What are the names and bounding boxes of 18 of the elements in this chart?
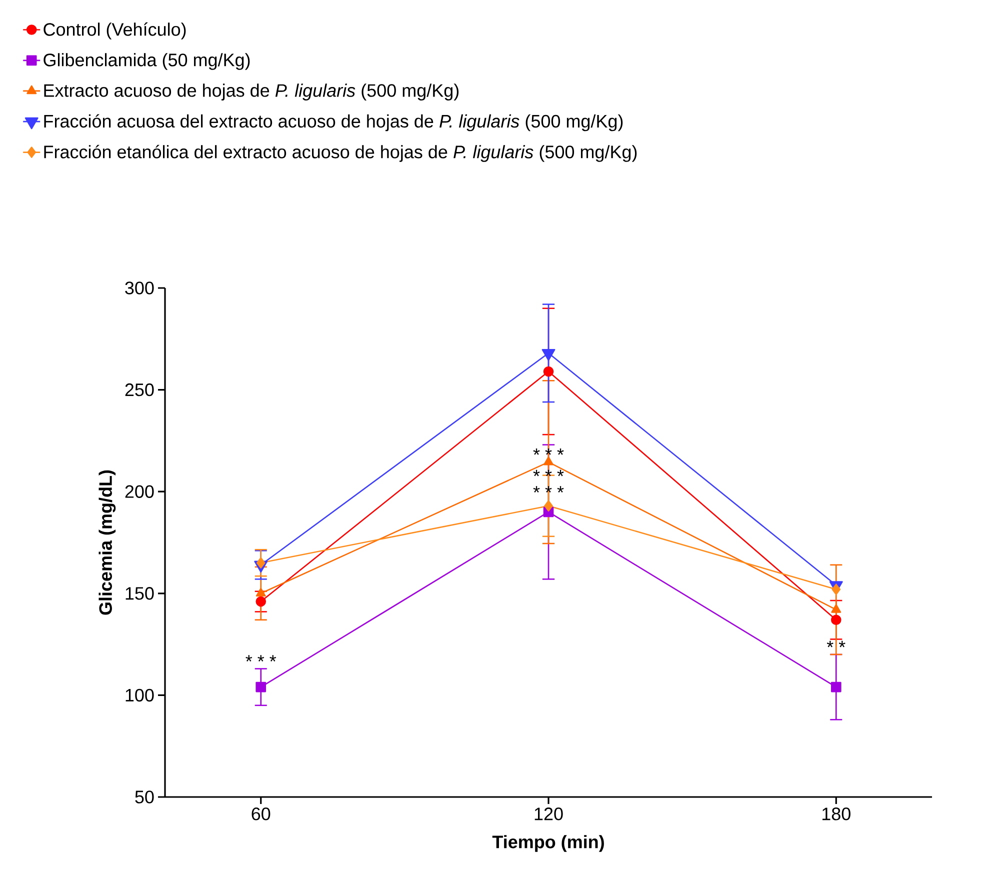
legend-label: Glibenclamida (50 mg/Kg) <box>44 53 250 70</box>
y-axis-title: Glicemia (mg/dL) <box>98 470 116 615</box>
annotation: * * * <box>246 655 276 662</box>
y-tick-label: 100 <box>126 688 154 702</box>
x-tick-label: 120 <box>534 808 563 820</box>
legend-label: Extracto acuoso de hojas de P. ligularis (500 mg/Kg) <box>44 84 459 100</box>
y-tick-label: 150 <box>126 587 154 600</box>
x-tick-label: 60 <box>252 808 270 820</box>
legend-label: Fracción etanólica del extracto acuoso de hojas de P. ligularis (500 mg/Kg) <box>44 144 637 162</box>
y-tick-label: 300 <box>125 282 154 294</box>
legend-label: Control (Vehículo) <box>44 22 186 40</box>
legend-label: Fracción acuosa del extracto acuoso de hojas de P. ligularis (500 mg/Kg) <box>44 114 623 132</box>
annotation: * * <box>826 640 846 648</box>
x-axis-title: Tiempo (min) <box>492 835 604 852</box>
y-tick-label: 200 <box>125 485 154 498</box>
x-tick-label: 180 <box>822 808 850 820</box>
y-tick-label: 250 <box>125 383 154 396</box>
y-tick-label: 50 <box>135 790 154 804</box>
